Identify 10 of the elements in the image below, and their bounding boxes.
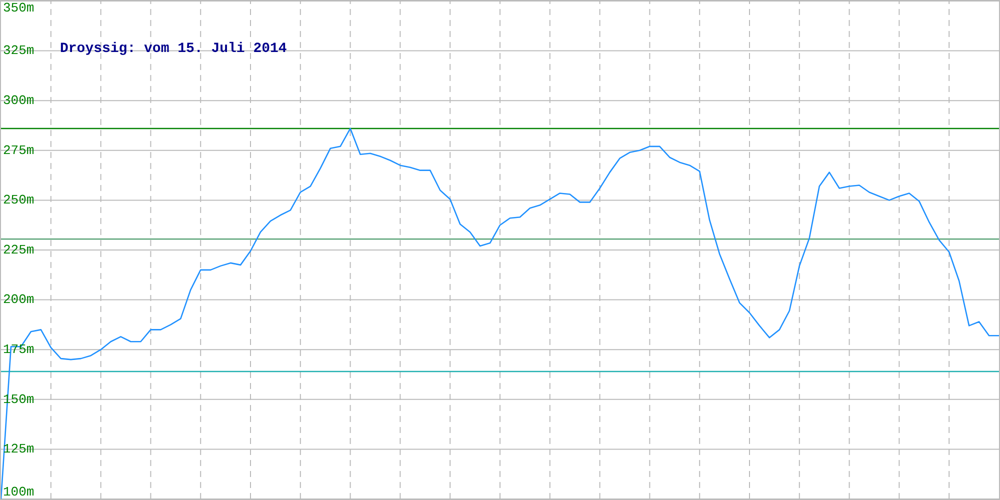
y-tick-label: 200m xyxy=(3,292,34,308)
line-series xyxy=(0,128,1000,500)
y-tick-label: 100m xyxy=(3,484,34,500)
y-tick-label: 300m xyxy=(3,93,34,108)
text: Droyssig: vom 15. Juli 2014 xyxy=(60,41,287,57)
y-tick-label: 275m xyxy=(3,142,34,158)
y-tick-label: 325m xyxy=(3,43,34,58)
y-tick-label: 250m xyxy=(3,192,34,208)
y-tick-label: 350m xyxy=(3,0,34,16)
y-tick-label: 225m xyxy=(3,242,34,258)
